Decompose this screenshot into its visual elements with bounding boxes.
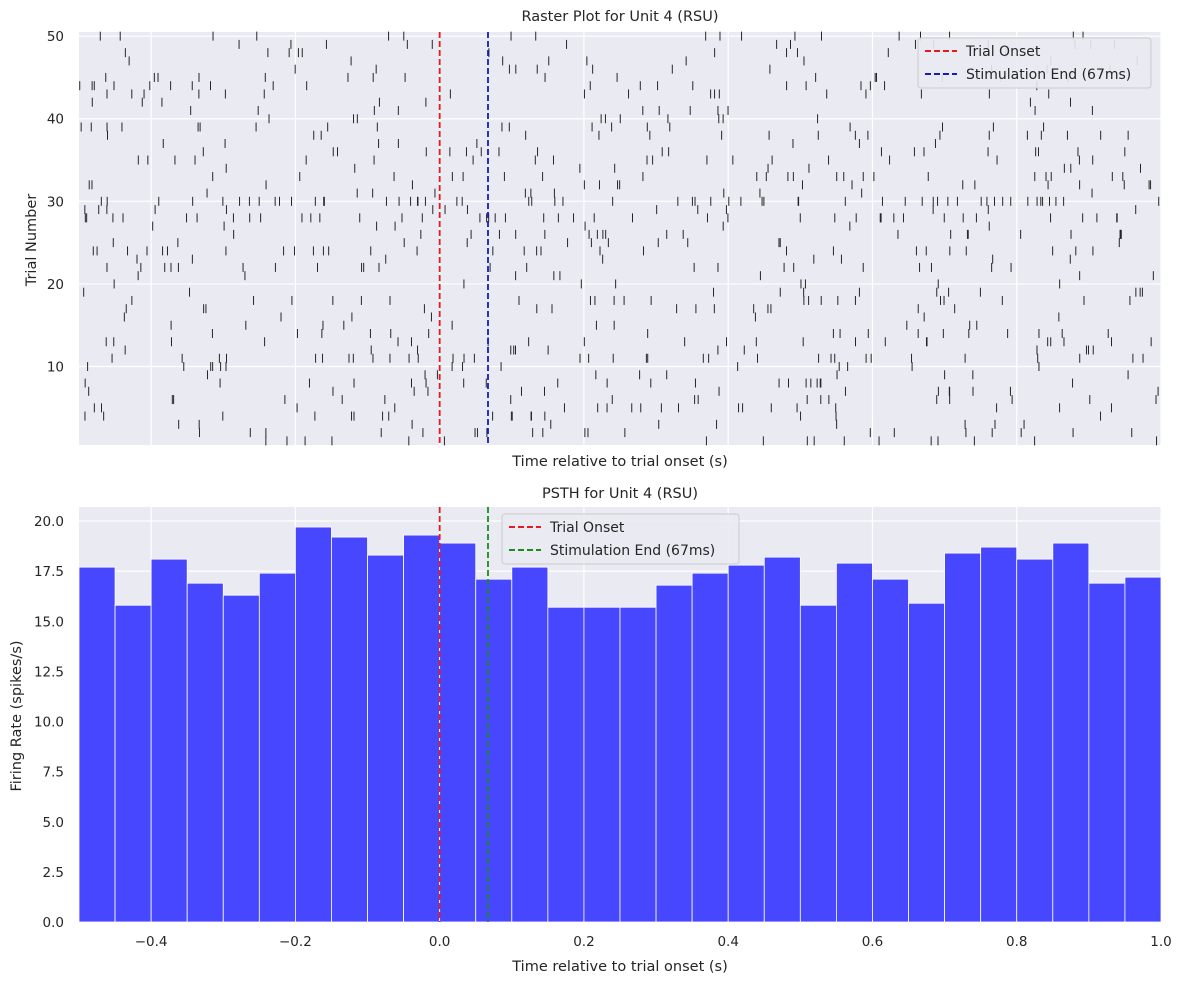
psth-bar-4 [222, 594, 260, 923]
psth-bar-24 [944, 552, 982, 923]
psth-legend-onset-label: Trial Onset [549, 520, 625, 536]
psth-y-label: Firing Rate (spikes/s) [9, 640, 25, 791]
psth-bar-25 [980, 546, 1018, 923]
psth-y-tick-6: 15.0 [34, 614, 64, 630]
psth-bar-16 [655, 584, 693, 923]
raster-legend: Trial Onset Stimulation End (67ms) [917, 37, 1152, 89]
raster-legend-box [917, 37, 1152, 89]
psth-x-tick-4: 0.4 [717, 934, 738, 950]
psth-bar-12 [511, 566, 549, 923]
psth-bar-3 [186, 582, 224, 923]
psth-bar-5 [258, 572, 296, 923]
raster-y-tick-4: 50 [47, 29, 64, 45]
psth-bar-29 [1124, 576, 1162, 923]
psth-bar-20 [799, 604, 837, 923]
psth-bar-0 [78, 566, 116, 923]
psth-x-tick-3: 0.2 [573, 934, 594, 950]
psth-x-label: Time relative to trial onset (s) [511, 959, 727, 975]
psth-bar-11 [475, 578, 513, 923]
psth-bar-8 [367, 554, 404, 923]
raster-vlines [438, 32, 489, 445]
psth-x-tick-7: 1.0 [1150, 934, 1171, 950]
psth-y-tick-7: 17.5 [34, 564, 64, 580]
psth-legend: Trial Onset Stimulation End (67ms) [501, 513, 740, 565]
psth-bar-26 [1016, 558, 1054, 923]
psth-legend-box [501, 513, 740, 565]
psth-y-tick-5: 12.5 [34, 664, 64, 680]
psth-bar-23 [908, 602, 945, 923]
psth-bar-2 [150, 558, 188, 923]
psth-y-tick-2: 5.0 [43, 815, 64, 831]
raster-legend-onset-label: Trial Onset [965, 44, 1041, 60]
psth-bars [78, 526, 1162, 923]
psth-bar-10 [439, 542, 477, 923]
psth-y-tick-4: 10.0 [34, 715, 64, 731]
psth-bar-18 [727, 564, 765, 923]
psth-y-tick-1: 2.5 [43, 865, 64, 881]
psth-bar-15 [619, 606, 657, 923]
psth-vlines [438, 507, 489, 922]
psth-bar-13 [547, 606, 585, 923]
psth-title: PSTH for Unit 4 (RSU) [542, 486, 698, 502]
psth-bar-6 [294, 526, 332, 923]
psth-x-tick-1: −0.2 [279, 934, 312, 950]
psth-bar-28 [1088, 582, 1126, 923]
psth-x-tick-2: 0.0 [429, 934, 450, 950]
raster-legend-stim-label: Stimulation End (67ms) [966, 67, 1131, 83]
psth-legend-stim-label: Stimulation End (67ms) [550, 543, 715, 559]
psth-bar-14 [583, 606, 621, 923]
psth-bar-21 [836, 562, 873, 923]
psth-x-tick-0: −0.4 [135, 934, 168, 950]
psth-bar-22 [872, 578, 909, 923]
psth-bar-9 [403, 534, 441, 923]
psth-panel: −0.4 −0.2 0.0 0.2 0.4 0.6 0.8 1.0 0.0 2.5 5.0 7.5 1… [9, 486, 1172, 975]
raster-y-tick-2: 30 [47, 194, 64, 210]
raster-spikes [79, 31, 1160, 446]
psth-bar-17 [691, 572, 729, 923]
psth-y-ticks: 0.0 2.5 5.0 7.5 10.0 12.5 15.0 17.5 20.0 [34, 514, 64, 931]
psth-bar-1 [114, 604, 152, 923]
raster-y-tick-0: 10 [47, 360, 64, 376]
psth-x-ticks: −0.4 −0.2 0.0 0.2 0.4 0.6 0.8 1.0 [135, 934, 1172, 950]
psth-bar-19 [763, 556, 801, 923]
psth-bar-7 [331, 536, 368, 923]
raster-y-ticks: 10 20 30 40 50 [47, 29, 64, 375]
raster-y-tick-1: 20 [47, 277, 64, 293]
psth-x-tick-6: 0.8 [1006, 934, 1027, 950]
psth-x-tick-5: 0.6 [862, 934, 883, 950]
psth-y-tick-3: 7.5 [43, 765, 64, 781]
psth-bar-27 [1052, 542, 1090, 923]
psth-y-tick-0: 0.0 [43, 915, 64, 931]
raster-title: Raster Plot for Unit 4 (RSU) [521, 9, 718, 25]
psth-y-tick-8: 20.0 [34, 514, 64, 530]
raster-x-label: Time relative to trial onset (s) [511, 454, 727, 470]
raster-y-tick-3: 40 [47, 112, 64, 128]
raster-y-label: Trial Number [24, 194, 40, 288]
raster-plot-area [79, 32, 1161, 445]
